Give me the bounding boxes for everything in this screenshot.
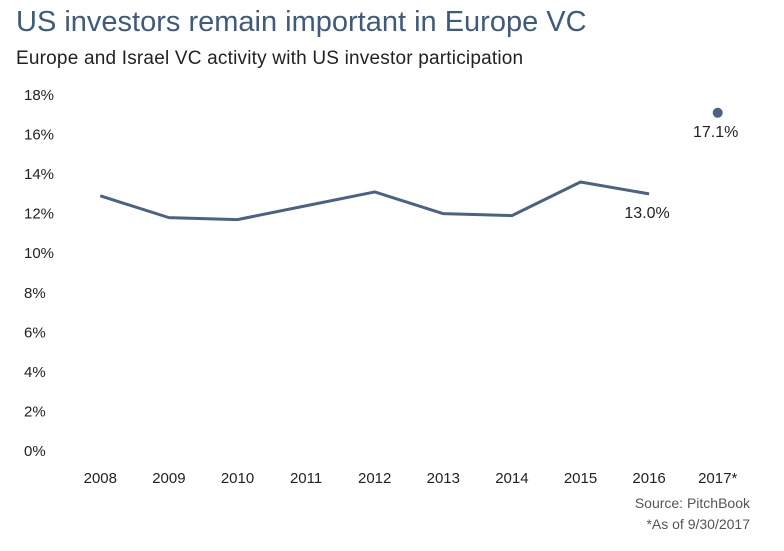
- series-line: [99, 180, 650, 222]
- x-tick-label: 2014: [495, 470, 528, 487]
- y-tick-label: 12%: [24, 206, 54, 223]
- x-tick-label: 2010: [221, 470, 254, 487]
- y-tick-label: 8%: [24, 285, 46, 302]
- y-tick-label: 18%: [24, 87, 54, 104]
- y-tick-label: 2%: [24, 403, 46, 420]
- data-point-2017: [712, 107, 723, 118]
- y-tick-label: 4%: [24, 364, 46, 381]
- data-label: 13.0%: [624, 205, 669, 222]
- y-tick-label: 14%: [24, 166, 54, 183]
- date-footnote: *As of 9/30/2017: [646, 516, 750, 532]
- y-tick-label: 16%: [24, 127, 54, 144]
- x-tick-label: 2016: [632, 470, 665, 487]
- x-tick-label: 2015: [564, 470, 597, 487]
- source-note: Source: PitchBook: [634, 495, 750, 511]
- y-tick-label: 6%: [24, 324, 46, 341]
- x-tick-label: 2017*: [698, 470, 737, 487]
- y-tick-label: 10%: [24, 245, 54, 262]
- x-tick-label: 2012: [358, 470, 391, 487]
- x-tick-label: 2011: [290, 470, 322, 487]
- plot-area: 13.0% 17.1%: [99, 107, 738, 222]
- y-tick-label: 0%: [24, 443, 46, 460]
- data-label: 17.1%: [693, 124, 738, 141]
- x-tick-label: 2009: [152, 470, 185, 487]
- chart-subtitle: Europe and Israel VC activity with US in…: [16, 48, 524, 69]
- x-tick-label: 2013: [427, 470, 460, 487]
- y-axis: 0% 2% 4% 6% 8% 10% 12% 14% 16% 18%: [24, 87, 54, 460]
- x-axis: 2008 2009 2010 2011 2012 2013 2014 2015 2016 2017…: [84, 470, 738, 487]
- x-tick-label: 2008: [84, 470, 117, 487]
- chart-title: US investors remain important in Europe …: [16, 6, 587, 38]
